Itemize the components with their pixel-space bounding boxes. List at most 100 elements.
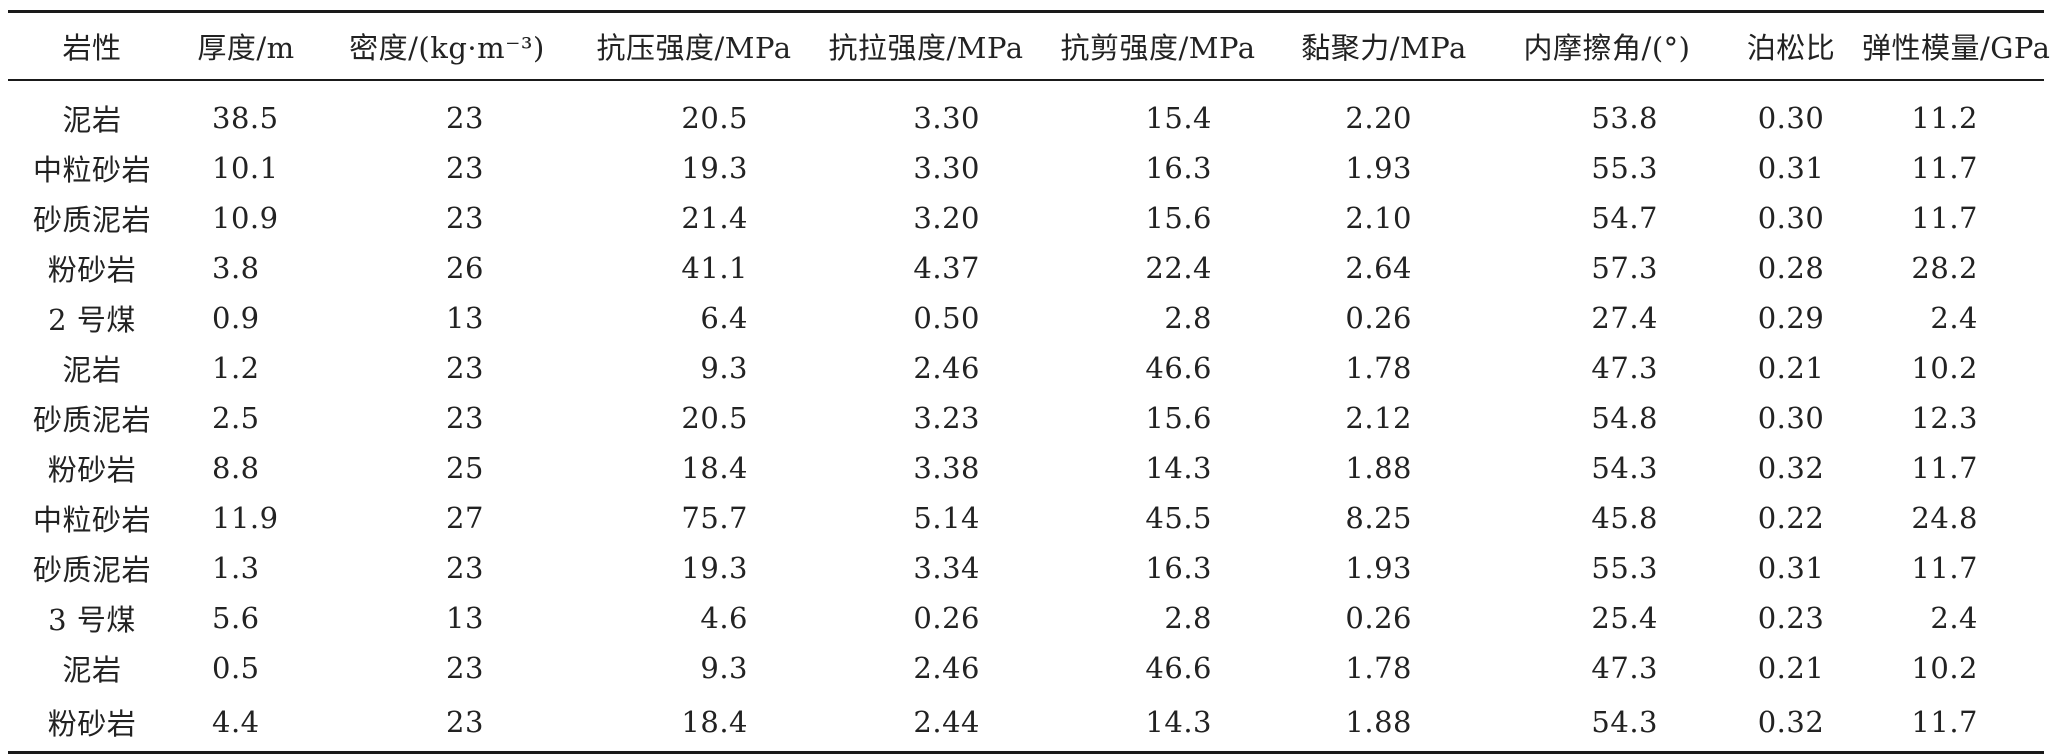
cell-cohesion: 1.93 — [1345, 151, 1412, 185]
cell-density: 23 — [316, 693, 578, 754]
cell-friction-angle: 45.8 — [1591, 501, 1658, 535]
cell-cohesion: 2.20 — [1345, 101, 1412, 135]
cell-elastic-modulus: 10.2 — [1911, 351, 1978, 385]
cell-density: 26 — [446, 251, 484, 285]
header-cohesion: 黏聚力/MPa — [1274, 10, 1494, 81]
cell-poisson-ratio: 0.32 — [1720, 693, 1862, 754]
cell-density: 23 — [446, 651, 484, 685]
cell-elastic-modulus: 11.7 — [1911, 151, 1978, 185]
cell-lithology: 中粒砂岩 — [32, 503, 151, 537]
cell-density: 23 — [446, 401, 484, 435]
cell-friction-angle: 54.7 — [1591, 201, 1658, 235]
cell-thickness: 11.9 — [212, 501, 279, 535]
cell-lithology: 2 号煤 — [48, 303, 136, 337]
cell-tensile-strength: 3.34 — [913, 551, 980, 585]
cell-poisson-ratio: 0.31 — [1757, 551, 1825, 585]
cell-friction-angle: 25.4 — [1591, 601, 1658, 635]
header-lithology: 岩性 — [8, 10, 176, 81]
cell-shear-strength: 15.6 — [1145, 201, 1212, 235]
cell-elastic-modulus: 11.7 — [1862, 693, 2044, 754]
cell-elastic-modulus: 12.3 — [1911, 401, 1978, 435]
cell-compressive-strength: 18.4 — [681, 451, 748, 485]
cell-thickness: 3.8 — [212, 251, 260, 285]
table-row: 砂质泥岩 1.3 23 19.3 3.34 16.3 1.93 55.3 0.31 11.7 — [8, 543, 2044, 593]
cell-thickness: 0.5 — [212, 651, 260, 685]
cell-density: 23 — [446, 201, 484, 235]
cell-cohesion: 1.78 — [1345, 651, 1412, 685]
table-row: 粉砂岩 4.4 23 18.4 2.44 14.3 1.88 54.3 0.32 11.7 — [8, 693, 2044, 754]
header-compressive-strength: 抗压强度/MPa — [578, 10, 810, 81]
cell-thickness: 5.6 — [212, 601, 260, 635]
cell-elastic-modulus: 2.4 — [1930, 301, 1978, 335]
cell-poisson-ratio: 0.29 — [1757, 301, 1825, 335]
table-row: 泥岩 0.5 23 9.3 2.46 46.6 1.78 47.3 0.21 10.2 — [8, 643, 2044, 693]
cell-tensile-strength: 2.46 — [913, 651, 980, 685]
cell-compressive-strength: 41.1 — [681, 251, 748, 285]
cell-cohesion: 1.78 — [1345, 351, 1412, 385]
cell-shear-strength: 14.3 — [1145, 451, 1212, 485]
cell-friction-angle: 54.8 — [1591, 401, 1658, 435]
cell-elastic-modulus: 11.7 — [1911, 201, 1978, 235]
table-body: 泥岩 38.5 23 20.5 3.30 15.4 2.20 53.8 0.30 11.2 中粒砂岩… — [8, 80, 2044, 754]
cell-elastic-modulus: 11.7 — [1911, 551, 1978, 585]
cell-friction-angle: 47.3 — [1591, 651, 1658, 685]
cell-shear-strength: 16.3 — [1145, 551, 1212, 585]
cell-elastic-modulus: 2.4 — [1930, 601, 1978, 635]
cell-compressive-strength: 21.4 — [681, 201, 748, 235]
cell-cohesion: 0.26 — [1345, 601, 1412, 635]
cell-compressive-strength: 18.4 — [578, 693, 810, 754]
cell-friction-angle: 55.3 — [1591, 551, 1658, 585]
cell-compressive-strength: 19.3 — [681, 551, 748, 585]
cell-lithology: 泥岩 — [62, 653, 122, 687]
header-row: 岩性 厚度/m 密度/(kg·m⁻³) 抗压强度/MPa 抗拉强度/MPa 抗剪强度/MP… — [8, 10, 2050, 81]
header-density: 密度/(kg·m⁻³) — [316, 10, 578, 81]
cell-shear-strength: 22.4 — [1145, 251, 1212, 285]
cell-tensile-strength: 0.50 — [913, 301, 980, 335]
cell-tensile-strength: 0.26 — [913, 601, 980, 635]
cell-elastic-modulus: 24.8 — [1911, 501, 1978, 535]
cell-tensile-strength: 2.46 — [913, 351, 980, 385]
cell-lithology: 泥岩 — [62, 353, 122, 387]
cell-poisson-ratio: 0.21 — [1757, 651, 1825, 685]
cell-lithology: 粉砂岩 — [8, 693, 176, 754]
cell-thickness: 4.4 — [176, 693, 316, 754]
cell-lithology: 粉砂岩 — [47, 253, 137, 287]
cell-cohesion: 8.25 — [1345, 501, 1412, 535]
cell-lithology: 中粒砂岩 — [32, 153, 151, 187]
table-row: 中粒砂岩 10.1 23 19.3 3.30 16.3 1.93 55.3 0.31 11.7 — [8, 143, 2044, 193]
cell-shear-strength: 46.6 — [1145, 651, 1212, 685]
cell-compressive-strength: 6.4 — [700, 301, 748, 335]
cell-tensile-strength: 3.30 — [913, 101, 980, 135]
cell-elastic-modulus: 11.2 — [1911, 101, 1978, 135]
cell-elastic-modulus: 28.2 — [1911, 251, 1978, 285]
cell-compressive-strength: 20.5 — [681, 101, 748, 135]
cell-shear-strength: 14.3 — [1042, 693, 1274, 754]
cell-density: 25 — [446, 451, 484, 485]
cell-friction-angle: 57.3 — [1591, 251, 1658, 285]
cell-tensile-strength: 3.20 — [913, 201, 980, 235]
cell-compressive-strength: 4.6 — [700, 601, 748, 635]
cell-shear-strength: 2.8 — [1164, 301, 1212, 335]
cell-thickness: 38.5 — [212, 101, 279, 135]
cell-tensile-strength: 3.38 — [913, 451, 980, 485]
cell-cohesion: 2.10 — [1345, 201, 1412, 235]
cell-thickness: 10.9 — [212, 201, 279, 235]
cell-lithology: 泥岩 — [62, 103, 122, 137]
cell-shear-strength: 15.6 — [1145, 401, 1212, 435]
cell-thickness: 1.3 — [212, 551, 260, 585]
cell-elastic-modulus: 11.7 — [1911, 451, 1978, 485]
cell-poisson-ratio: 0.30 — [1757, 201, 1825, 235]
cell-shear-strength: 46.6 — [1145, 351, 1212, 385]
rock-properties-table-container: 岩性 厚度/m 密度/(kg·m⁻³) 抗压强度/MPa 抗拉强度/MPa 抗剪强度/MP… — [8, 10, 2050, 754]
cell-poisson-ratio: 0.30 — [1757, 401, 1825, 435]
header-thickness: 厚度/m — [176, 10, 316, 81]
cell-compressive-strength: 9.3 — [700, 651, 748, 685]
cell-lithology: 粉砂岩 — [47, 453, 137, 487]
cell-cohesion: 1.88 — [1274, 693, 1494, 754]
table-row: 粉砂岩 3.8 26 41.1 4.37 22.4 2.64 57.3 0.28 28.2 — [8, 243, 2044, 293]
cell-shear-strength: 15.4 — [1145, 101, 1212, 135]
table-row: 2 号煤 0.9 13 6.4 0.50 2.8 0.26 27.4 0.29 2.4 — [8, 293, 2044, 343]
cell-cohesion: 2.64 — [1345, 251, 1412, 285]
table-row: 泥岩 1.2 23 9.3 2.46 46.6 1.78 47.3 0.21 10.2 — [8, 343, 2044, 393]
cell-lithology: 砂质泥岩 — [32, 553, 151, 587]
